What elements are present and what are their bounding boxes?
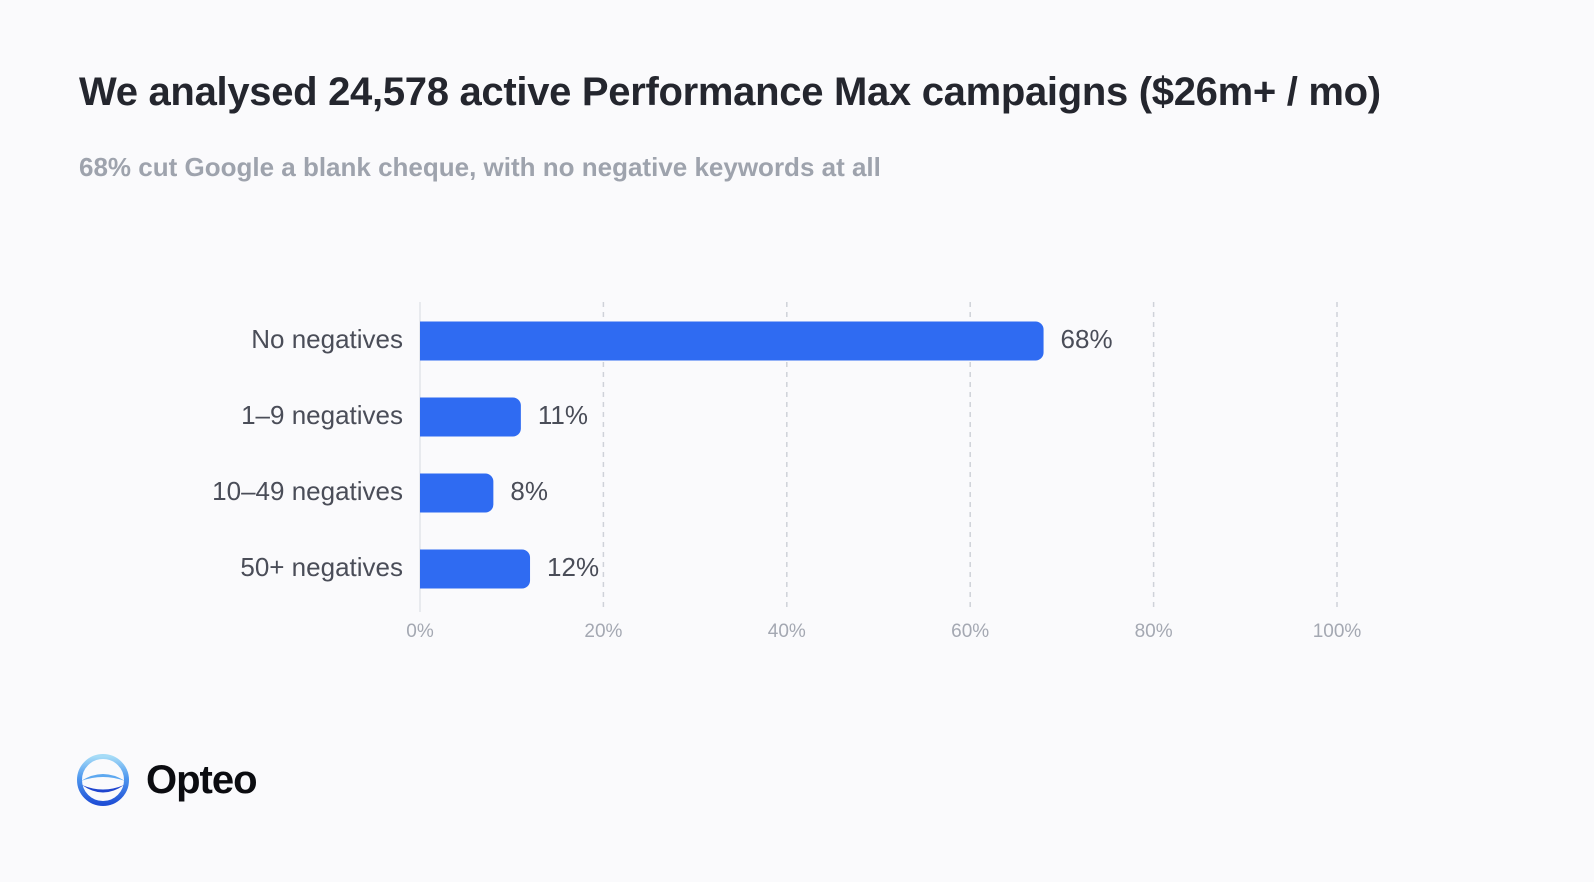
brand-name: Opteo [146,757,258,802]
category-label: 1–9 negatives [241,400,403,430]
bar-chart: 0% 20% 40% 60% 80% 100% No negatives 68% 1–9 neg… [212,302,1362,642]
bar [420,321,1044,361]
bar-base [420,397,430,437]
value-label: 8% [510,476,548,506]
value-label: 11% [538,400,588,430]
bar [420,397,521,437]
opteo-logo: Opteo [77,754,258,806]
category-label: 10–49 negatives [212,476,403,506]
x-tick-label: 0% [406,621,434,642]
bar-base [420,473,430,513]
x-tick-label: 80% [1135,621,1173,642]
bar [420,473,494,513]
x-tick-label: 100% [1313,621,1362,642]
page-subtitle: 68% cut Google a blank cheque, with no n… [79,152,881,182]
x-tick-label: 40% [768,621,806,642]
opteo-logo-icon [77,754,129,806]
category-label: No negatives [251,324,403,354]
bar [420,549,531,589]
value-label: 68% [1061,324,1113,354]
bar-base [420,549,430,589]
x-tick-label: 60% [951,621,989,642]
x-tick-label: 20% [584,621,622,642]
page-title: We analysed 24,578 active Performance Ma… [79,70,1381,114]
value-label: 12% [547,552,599,582]
bar-base [420,321,430,361]
category-label: 50+ negatives [240,552,403,582]
